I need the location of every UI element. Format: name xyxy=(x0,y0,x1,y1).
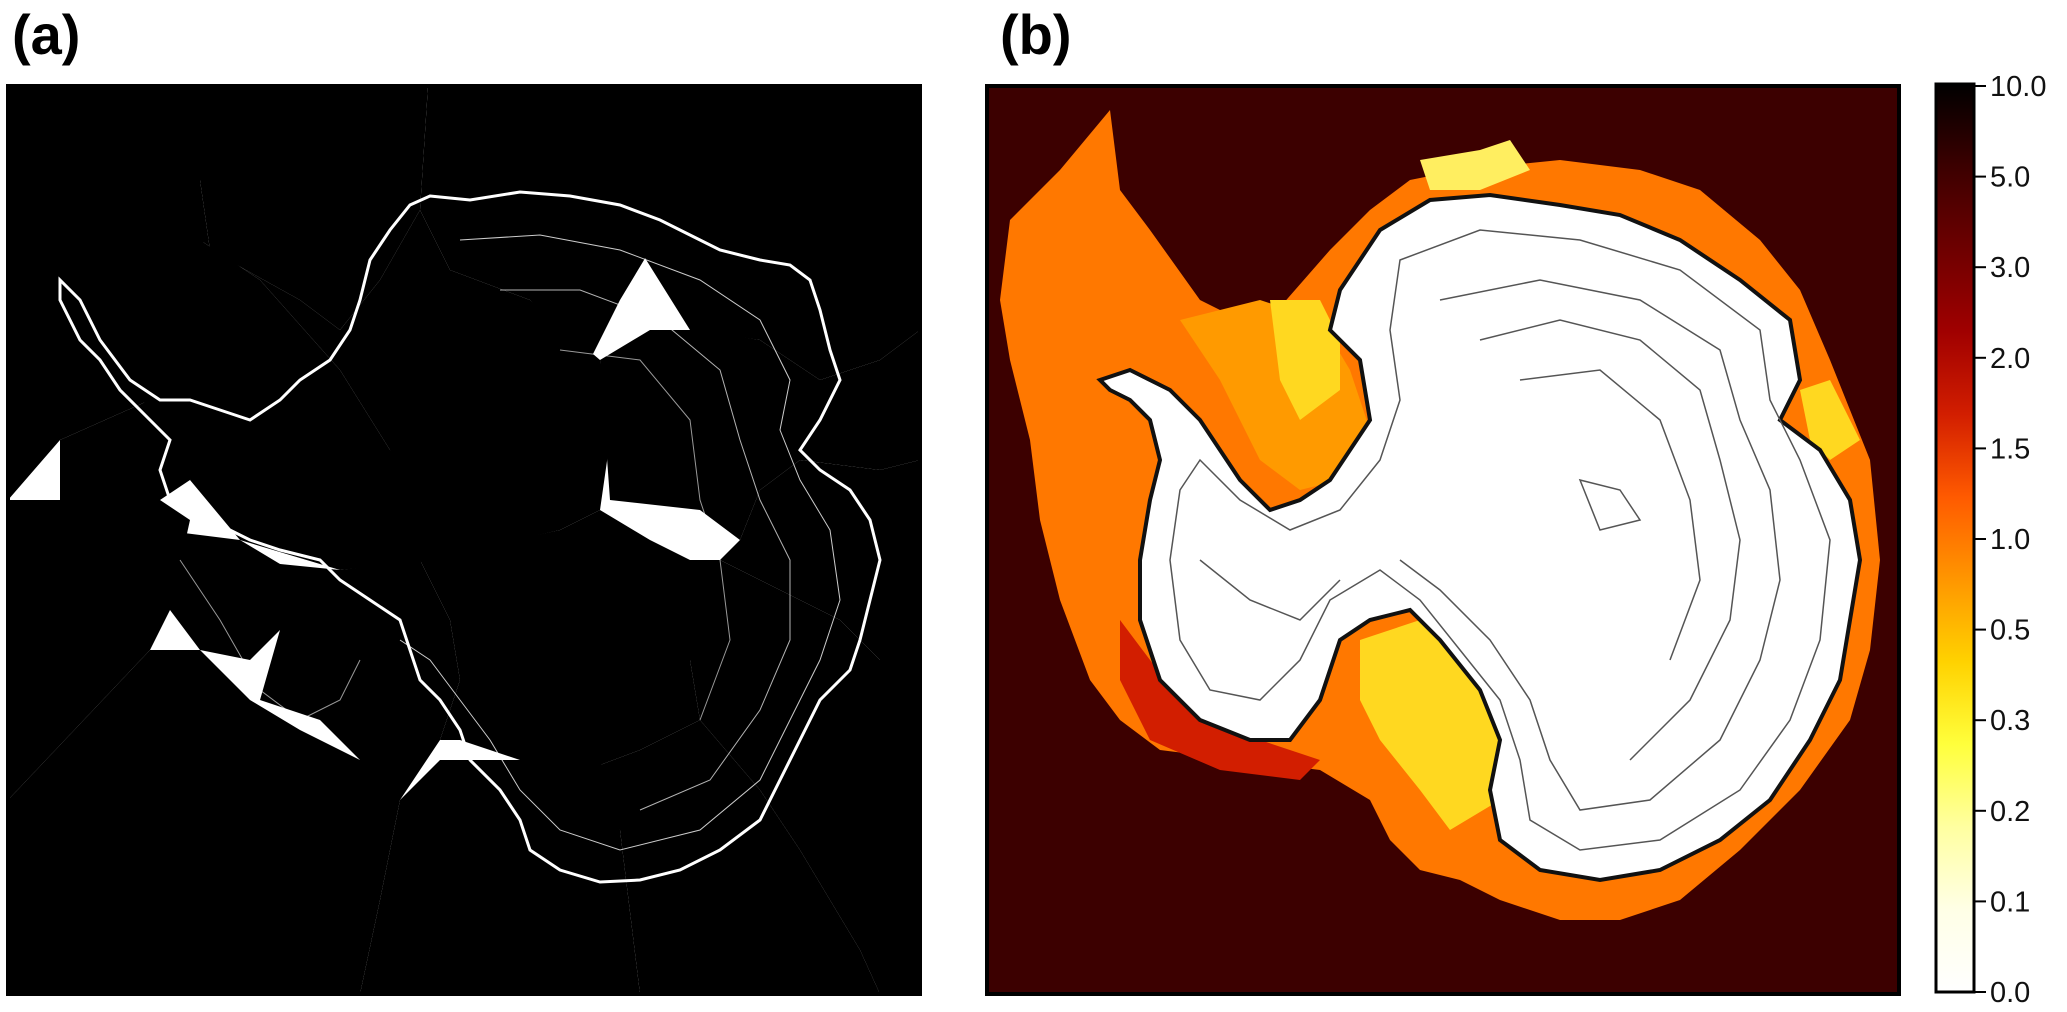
panel-a-label: (a) xyxy=(12,3,81,66)
colorbar-tick-label: 1.0 xyxy=(1990,524,2030,556)
shelf-pale-north xyxy=(1420,140,1530,190)
colorbar: 10.0 5.0 3.0 2.0 1.5 1.0 0.5 0.3 0.2 0.1 0.0 xyxy=(1934,71,2046,1009)
shelf-ross-yellow xyxy=(1360,620,1520,830)
panel-b-label: (b) xyxy=(1000,3,1072,66)
region-light-orange xyxy=(720,460,920,660)
colorbar-ticks: 10.0 5.0 3.0 2.0 1.5 1.0 0.5 0.3 0.2 0.1 0.0 xyxy=(1974,71,2046,1009)
region-red xyxy=(420,86,650,360)
region-pink-red xyxy=(108,250,210,440)
panel-a-map xyxy=(6,84,922,996)
panel-b-frame xyxy=(985,84,1901,996)
colorbar-tick-label: 0.1 xyxy=(1990,886,2030,918)
region-cyan xyxy=(640,86,920,380)
region-grey-green xyxy=(240,560,460,994)
colorbar-tick-label: 0.0 xyxy=(1990,977,2030,1009)
region-green xyxy=(8,86,210,500)
panel-a-regions xyxy=(8,86,920,994)
colorbar-tick-label: 0.2 xyxy=(1990,796,2030,828)
colorbar-tick-label: 10.0 xyxy=(1990,71,2046,103)
region-light-green xyxy=(200,180,610,560)
colorbar-bar xyxy=(1934,82,1976,994)
colorbar-tick-label: 0.5 xyxy=(1990,615,2030,647)
region-pale-pink xyxy=(60,400,210,500)
region-brown xyxy=(360,760,640,994)
region-navy xyxy=(560,720,880,994)
region-yellow xyxy=(190,240,440,570)
shelf-weddell-yellow xyxy=(1270,300,1340,420)
region-steel-blue xyxy=(8,650,380,994)
panel-a-coastline xyxy=(58,190,882,884)
colorbar-tick-label: 3.0 xyxy=(1990,252,2030,284)
colorbar-tick-label: 0.3 xyxy=(1990,705,2030,737)
region-blue xyxy=(200,86,428,330)
panel-b-map xyxy=(985,84,1901,996)
shelf-amery-yellow xyxy=(1800,380,1860,460)
shelf-red xyxy=(1120,620,1320,780)
region-violet xyxy=(420,510,700,780)
panel-b-contours xyxy=(1169,229,1831,851)
colorbar-tick-label: 5.0 xyxy=(1990,162,2030,194)
region-dark-green xyxy=(690,560,920,994)
panel-a-frame xyxy=(6,84,922,996)
colorbar-tick-label: 2.0 xyxy=(1990,343,2030,375)
region-magenta xyxy=(8,500,190,800)
colorbar-tick-label: 1.5 xyxy=(1990,433,2030,465)
